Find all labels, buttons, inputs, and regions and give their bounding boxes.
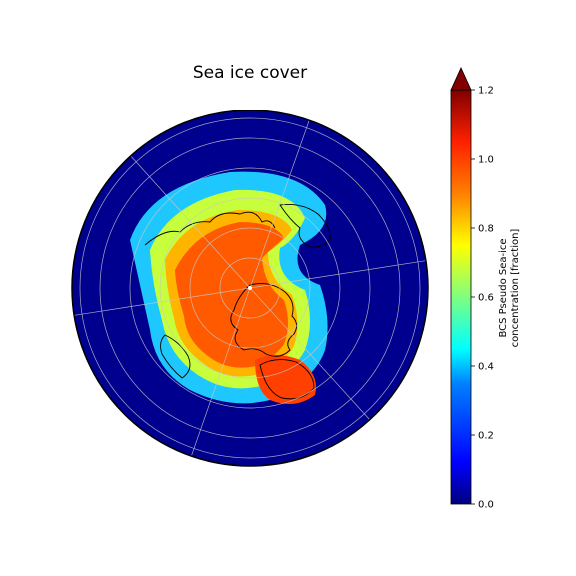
sea-ice-core [175,222,288,368]
colorbar-ticks: 0.0 0.2 0.4 0.6 0.8 1.0 1.2 [471,86,494,511]
coastline-siberia [144,211,276,246]
colorbar-label-line-2: concentration [fraction] [510,228,521,348]
coastline-europe [279,203,331,248]
colorbar-extend-triangle [450,67,472,91]
colorbar-tick-label: 1.0 [478,155,494,166]
colorbar-tick-label: 1.2 [478,86,494,97]
sea-ice-baffin [255,355,316,404]
graticule [72,117,428,461]
colorbar-tick-label: 0.6 [478,293,494,304]
colorbar-tick-label: 0.0 [478,500,494,511]
colorbar-tick-label: 0.2 [478,431,494,442]
colorbar-tick-label: 0.8 [478,224,494,235]
colorbar-label: BCS Pseudo Sea-ice concentration [fracti… [498,188,522,388]
colorbar: 0.0 0.2 0.4 0.6 0.8 1.0 1.2 [450,67,494,511]
north-pole-marker [248,286,252,290]
colorbar-body [450,89,472,505]
coastline-arctic-canada [230,283,297,357]
coastline-alaska [160,334,191,379]
colorbar-label-line-1: BCS Pseudo Sea-ice [498,238,509,338]
coastline-greenland [259,359,315,400]
colorbar-tick-label: 0.4 [478,362,494,373]
map-boundary [71,110,429,467]
map-title: Sea ice cover [192,63,308,83]
polar-map [71,110,429,467]
